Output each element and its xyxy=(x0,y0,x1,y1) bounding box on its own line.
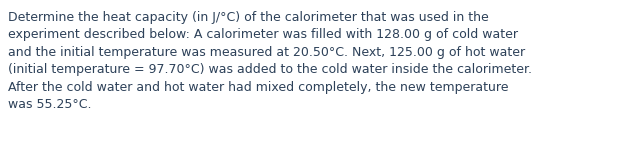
Text: Determine the heat capacity (in J/°C) of the calorimeter that was used in the
ex: Determine the heat capacity (in J/°C) of… xyxy=(8,11,532,111)
